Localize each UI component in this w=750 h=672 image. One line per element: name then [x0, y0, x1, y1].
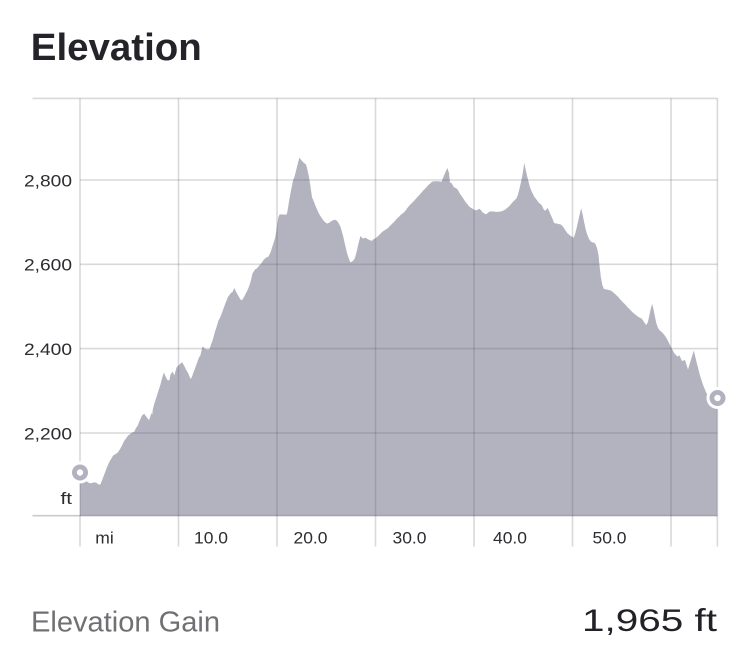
svg-text:2,400: 2,400 [24, 340, 72, 359]
svg-text:ft: ft [61, 489, 73, 508]
svg-text:2,600: 2,600 [24, 256, 72, 275]
svg-text:30.0: 30.0 [393, 528, 427, 547]
svg-text:50.0: 50.0 [593, 528, 627, 547]
svg-text:2,200: 2,200 [24, 424, 72, 443]
svg-text:40.0: 40.0 [493, 528, 527, 547]
svg-text:Elevation Gain: Elevation Gain [31, 607, 220, 639]
svg-text:mi: mi [95, 528, 114, 547]
svg-text:20.0: 20.0 [294, 528, 328, 547]
svg-text:2,800: 2,800 [24, 171, 72, 190]
svg-text:10.0: 10.0 [194, 528, 228, 547]
svg-text:1,965 ft: 1,965 ft [582, 602, 717, 638]
svg-text:Elevation: Elevation [31, 27, 202, 69]
